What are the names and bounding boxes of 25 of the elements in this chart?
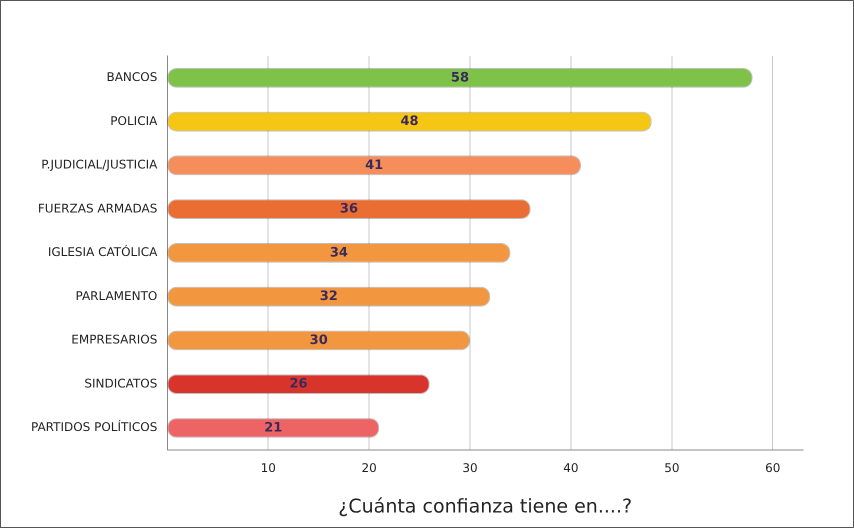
y-tick-label: PARTIDOS POLÍTICOS xyxy=(30,419,158,434)
data-label: 30 xyxy=(310,332,328,348)
x-axis-title: ¿Cuánta confianza tiene en....? xyxy=(338,496,632,518)
data-label: 48 xyxy=(400,114,419,130)
y-tick-label: SINDICATOS xyxy=(84,376,158,390)
data-label: 58 xyxy=(450,70,469,86)
y-tick-label: P.JUDICIAL/JUSTICIA xyxy=(41,158,158,172)
data-label: 32 xyxy=(320,289,338,304)
data-label: 21 xyxy=(264,420,282,436)
data-label: 41 xyxy=(365,158,384,173)
y-tick-label: PARLAMENTO xyxy=(75,288,158,303)
data-label: 36 xyxy=(340,202,358,217)
x-tick-label: 10 xyxy=(260,461,276,476)
x-tick-label: 50 xyxy=(664,461,680,476)
x-tick-label: 20 xyxy=(362,461,377,476)
x-tick-label: 40 xyxy=(563,461,579,476)
data-label: 26 xyxy=(289,376,308,392)
y-tick-label: EMPRESARIOS xyxy=(71,332,158,347)
y-tick-label: POLICIA xyxy=(110,114,158,128)
y-tick-label: BANCOS xyxy=(106,70,158,84)
y-tick-label: IGLESIA CATÓLICA xyxy=(48,244,158,260)
y-tick-label: FUERZAS ARMADAS xyxy=(38,201,158,216)
data-label: 34 xyxy=(330,245,348,260)
x-tick-label: 30 xyxy=(462,461,478,476)
x-tick-label: 60 xyxy=(765,461,780,476)
